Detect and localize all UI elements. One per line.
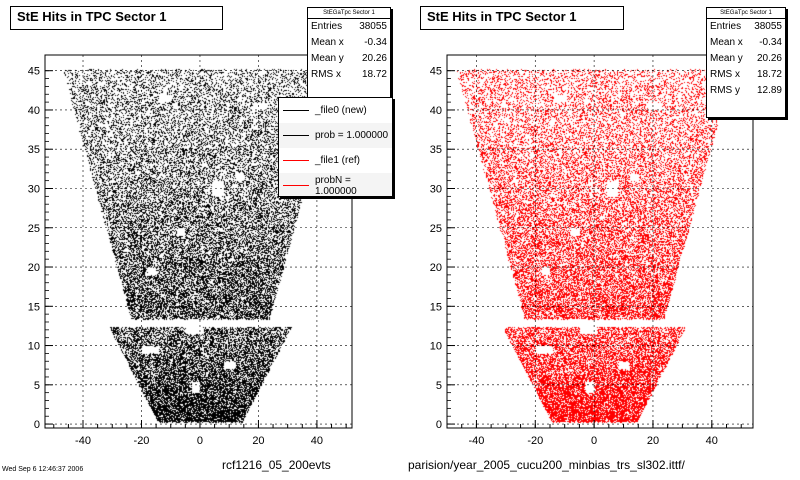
stat-label: RMS y <box>710 85 740 96</box>
x-tick-label: -20 <box>527 435 543 447</box>
right-stats-box: StEGaTpc Sector 1 Entries 38055 Mean x -0.… <box>706 7 786 118</box>
x-tick-label: 0 <box>197 435 203 447</box>
left-chart-title: StE Hits in TPC Sector 1 <box>10 6 223 30</box>
y-tick-label: 45 <box>28 66 40 78</box>
legend-label: _file1 (ref) <box>315 155 361 166</box>
y-tick-label: 0 <box>34 419 40 431</box>
legend-label: prob = 1.000000 <box>315 130 389 141</box>
stat-label: Entries <box>311 21 343 32</box>
stat-label: Entries <box>710 21 742 32</box>
left-stats-box: StEGaTpc Sector 1 Entries 38055 Mean x -0.… <box>307 7 391 99</box>
y-tick-label: 40 <box>28 105 40 117</box>
right-stats-row: Mean x -0.34 <box>707 35 785 51</box>
x-tick-label: 0 <box>591 435 597 447</box>
x-tick-label: -40 <box>75 435 91 447</box>
y-tick-label: 15 <box>430 301 442 313</box>
stat-value: -0.34 <box>364 37 387 48</box>
stat-label: RMS x <box>311 69 341 80</box>
y-tick-label: 30 <box>28 183 40 195</box>
legend-swatch <box>283 135 309 136</box>
right-stats-title: StEGaTpc Sector 1 <box>707 8 785 19</box>
left-stats-row: Entries 38055 <box>308 19 390 35</box>
legend-entry: _file0 (new) <box>279 98 392 123</box>
y-tick-label: 10 <box>28 341 40 353</box>
stat-value: 38055 <box>754 21 782 32</box>
y-tick-label: 30 <box>430 183 442 195</box>
stat-label: Mean y <box>311 53 344 64</box>
legend-entry: probN = 1.000000 <box>279 173 392 197</box>
legend-label: probN = 1.000000 <box>315 174 357 197</box>
x-tick-label: 20 <box>252 435 264 447</box>
x-tick-label: -40 <box>468 435 484 447</box>
y-tick-label: 40 <box>430 105 442 117</box>
stat-label: Mean x <box>311 37 344 48</box>
legend-label: _file0 (new) <box>315 105 367 116</box>
stat-value: 20.26 <box>361 53 387 64</box>
right-stats-row: Mean y 20.26 <box>707 51 785 67</box>
footer-timestamp: Wed Sep 6 12:46:37 2006 <box>2 466 84 473</box>
right-stats-row: RMS y 12.89 <box>707 83 785 99</box>
plot-frame <box>446 54 754 429</box>
y-tick-label: 25 <box>28 223 40 235</box>
stat-value: 20.26 <box>756 53 782 64</box>
y-tick-label: 45 <box>430 66 442 78</box>
legend-box: _file0 (new) prob = 1.000000 _file1 (ref… <box>278 97 393 197</box>
right-stats-row: RMS x 18.72 <box>707 67 785 83</box>
x-tick-label: 40 <box>311 435 323 447</box>
stat-label: Mean y <box>710 53 743 64</box>
y-tick-label: 20 <box>430 262 442 274</box>
legend-entry: _file1 (ref) <box>279 148 392 173</box>
stat-value: 38055 <box>359 21 387 32</box>
stat-value: 12.89 <box>756 85 782 96</box>
stat-label: Mean x <box>710 37 743 48</box>
stat-value: 18.72 <box>361 69 387 80</box>
plot-frame <box>44 54 353 429</box>
legend-swatch <box>283 185 309 186</box>
legend-swatch <box>283 110 309 111</box>
x-tick-label: 20 <box>647 435 659 447</box>
y-tick-label: 35 <box>430 144 442 156</box>
stat-label: RMS x <box>710 69 740 80</box>
legend-swatch <box>283 160 309 161</box>
y-tick-label: 10 <box>430 341 442 353</box>
y-tick-label: 35 <box>28 144 40 156</box>
x-tick-label: 40 <box>706 435 718 447</box>
left-stats-row: RMS x 18.72 <box>308 67 390 83</box>
y-tick-label: 20 <box>28 262 40 274</box>
y-tick-label: 15 <box>28 301 40 313</box>
y-tick-label: 25 <box>430 223 442 235</box>
x-tick-label: -20 <box>134 435 150 447</box>
y-tick-label: 0 <box>436 419 442 431</box>
left-caption: rcf1216_05_200evts <box>222 458 331 472</box>
right-chart-title: StE Hits in TPC Sector 1 <box>420 6 624 30</box>
legend-entry: prob = 1.000000 <box>279 123 392 148</box>
stat-value: 18.72 <box>756 69 782 80</box>
left-stats-row: Mean y 20.26 <box>308 51 390 67</box>
right-caption: parision/year_2005_cucu200_minbias_trs_s… <box>408 458 685 472</box>
left-stats-title: StEGaTpc Sector 1 <box>308 8 390 19</box>
y-tick-label: 5 <box>34 380 40 392</box>
right-stats-row: Entries 38055 <box>707 19 785 35</box>
stat-value: -0.34 <box>759 37 782 48</box>
left-stats-row: Mean x -0.34 <box>308 35 390 51</box>
y-tick-label: 5 <box>436 380 442 392</box>
